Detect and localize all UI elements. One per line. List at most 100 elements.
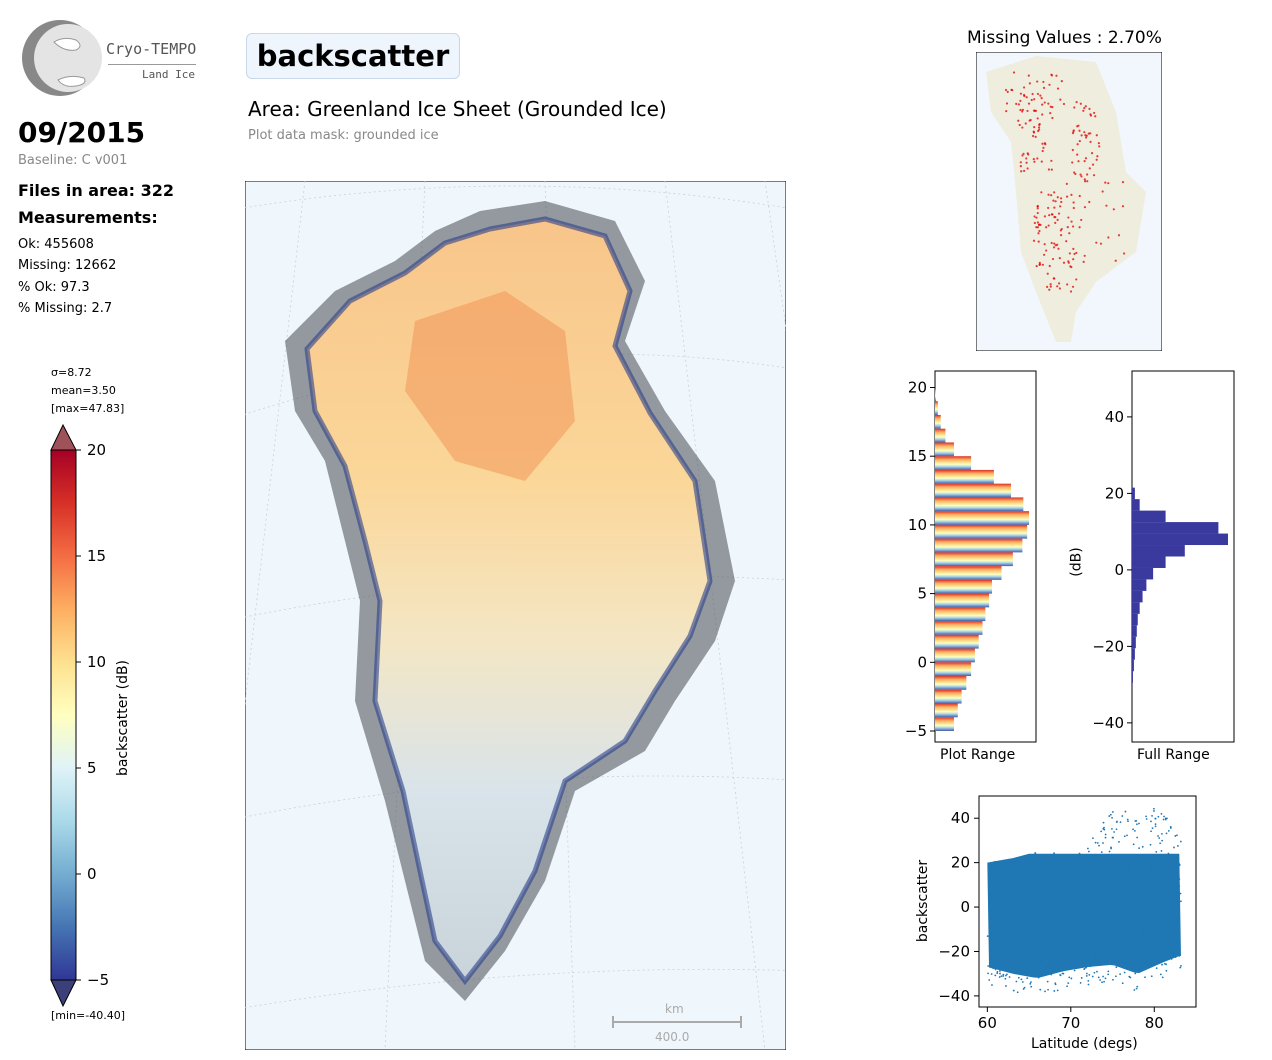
scatter-point (1107, 959, 1110, 961)
scatter-point (1009, 885, 1012, 888)
scatter-point (1090, 866, 1092, 869)
scatter-point (1108, 892, 1111, 895)
missing-point (1022, 86, 1026, 89)
scatter-point (1052, 946, 1055, 949)
scatter-point (1102, 959, 1105, 961)
missing-point (1050, 74, 1054, 77)
scatter-point (1072, 914, 1075, 917)
scatter-point (1024, 860, 1027, 863)
scatter-point (992, 902, 995, 905)
missing-point (1083, 178, 1086, 181)
scatter-point (1132, 843, 1135, 846)
scatter-point (1087, 979, 1090, 982)
scatter-point (1047, 890, 1050, 893)
scatter-point (1008, 976, 1011, 978)
missing-point (1005, 102, 1009, 105)
colorbar-tick-label: 0 (87, 865, 97, 883)
missing-point (1079, 102, 1082, 105)
hist-full-range-bar (1132, 579, 1147, 591)
scatter-point (1092, 837, 1094, 840)
scatter-point (1003, 884, 1005, 887)
missing-point (1121, 205, 1125, 208)
scatter-point (1000, 899, 1003, 902)
missing-point (1099, 242, 1103, 245)
missing-point (1025, 157, 1028, 160)
missing-point (1075, 100, 1078, 104)
scatter-point (1162, 818, 1165, 821)
scatter-point (1029, 982, 1032, 985)
scatter-point (1179, 892, 1182, 895)
scatter-point (998, 976, 1001, 978)
hist-full-range-bars (1132, 487, 1228, 683)
scatter-point (1160, 832, 1163, 835)
scatter-point (1024, 903, 1027, 906)
scatter-point (1092, 881, 1095, 883)
missing-point (1076, 125, 1079, 128)
missing-point (1072, 201, 1075, 204)
missing-point (1068, 232, 1071, 235)
hist-plot-range-bar (935, 579, 992, 594)
scatter-ytick-label: 20 (951, 854, 970, 872)
scatter-point (1053, 852, 1056, 855)
scatter-point (1057, 891, 1060, 894)
missing-point (1086, 173, 1089, 176)
missing-point (1083, 180, 1087, 183)
scatter-point (1040, 918, 1043, 921)
missing-point (1056, 285, 1059, 288)
scatter-point (1123, 924, 1125, 927)
scatter-point (995, 966, 998, 969)
scatter-point (1098, 939, 1101, 941)
scatter-point (1086, 879, 1089, 882)
scatter-point (1142, 934, 1144, 937)
hist-plot-range-bar (935, 662, 972, 677)
colorbar-label: backscatter (dB) (115, 659, 131, 777)
missing-point (1041, 263, 1044, 266)
scatter-point (1099, 908, 1102, 911)
scatter-point (1134, 972, 1137, 975)
scatter-point (1023, 882, 1026, 884)
scatter-point (1044, 927, 1046, 930)
scatter-point (1030, 985, 1033, 988)
missing-point (1058, 256, 1061, 260)
missing-points (1004, 71, 1126, 293)
missing-point (1028, 119, 1031, 122)
scatter-point (1139, 950, 1142, 953)
missing-point (1056, 87, 1060, 90)
scatter-point (1105, 871, 1107, 873)
missing-point (1033, 126, 1036, 129)
scatter-point (998, 907, 1001, 910)
scatter-point (1119, 872, 1122, 875)
scatter-point (1127, 877, 1130, 880)
missing-point (1040, 97, 1043, 100)
scatter-points (986, 807, 1182, 994)
scatter-point (1006, 862, 1009, 865)
missing-point (1073, 171, 1076, 174)
hist-plot-range-bar (935, 566, 1002, 580)
scatter-point (1162, 959, 1165, 962)
scatter-point (1093, 956, 1095, 959)
scatter-point (1015, 980, 1018, 983)
missing-point (1052, 246, 1056, 249)
scatter-point (1155, 967, 1158, 970)
scatter-point (1154, 859, 1157, 862)
scatter-point (1059, 923, 1062, 925)
scatter-point (1017, 942, 1020, 945)
missing-point (1038, 229, 1041, 233)
missing-point (1095, 134, 1098, 137)
scatter-point (989, 956, 992, 959)
scatter-point (1120, 959, 1123, 962)
missing-point (1084, 136, 1088, 139)
scatter-point (1104, 901, 1107, 904)
scatter-point (1144, 882, 1147, 885)
missing-point (1085, 134, 1088, 137)
scatter-point (1134, 896, 1137, 899)
scatter-point (1149, 843, 1152, 846)
missing-point (1083, 254, 1086, 257)
scatter-point (1122, 868, 1125, 871)
scatter-point (1024, 964, 1027, 967)
scatter-point (1153, 927, 1156, 929)
hist-plot-range-tick-label: 0 (917, 653, 927, 671)
scatter-point (1017, 917, 1019, 920)
scatter-point (1100, 900, 1103, 903)
scatter-point (1018, 967, 1021, 970)
